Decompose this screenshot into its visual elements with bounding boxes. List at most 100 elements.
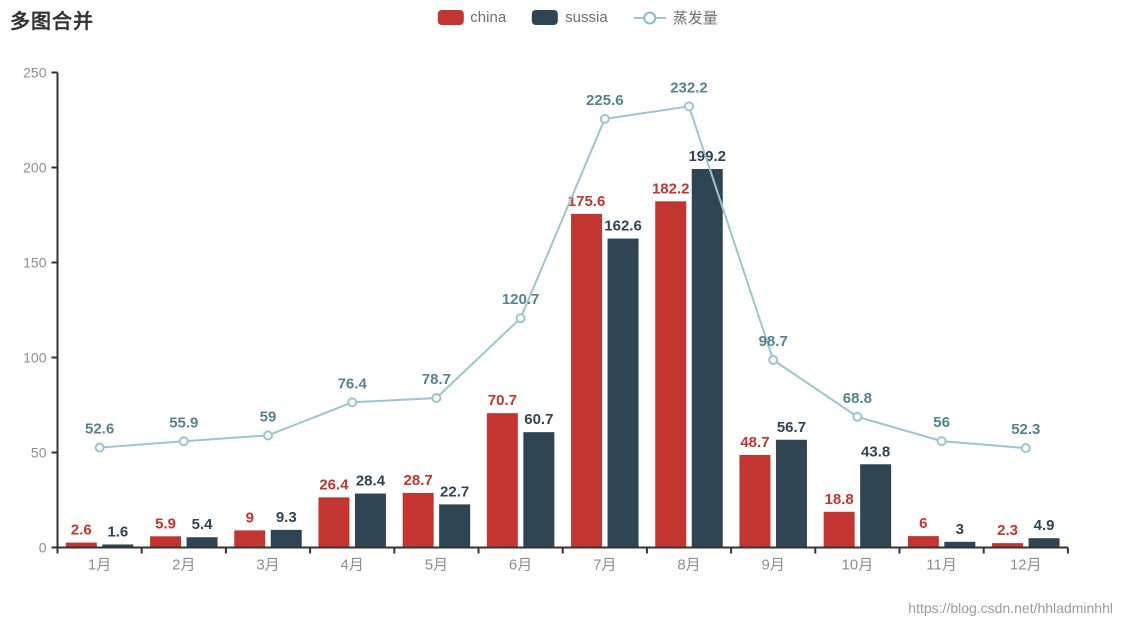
x-axis-label: 7月 [593,557,616,574]
value-label: 162.6 [604,218,642,235]
line-point-10月[interactable] [852,411,863,422]
x-axis-label: 3月 [256,557,279,574]
value-label: 28.7 [404,472,433,489]
sussia-bar-swatch-icon [532,10,559,25]
value-label: 3 [956,521,964,538]
value-label: 5.9 [155,515,176,532]
value-label: 48.7 [740,434,769,451]
bar-sussia-6月[interactable] [523,432,555,548]
line-point-9月[interactable] [768,354,779,365]
line-point-5月[interactable] [431,392,442,403]
value-label: 56.7 [777,419,806,436]
x-axis-label: 9月 [762,557,785,574]
bar-china-12月[interactable] [992,543,1024,548]
legend-item-china[interactable]: china [437,9,506,26]
bar-china-1月[interactable] [65,542,97,548]
bar-china-2月[interactable] [150,536,182,548]
bar-sussia-9月[interactable] [775,439,807,548]
value-label: 52.6 [85,421,114,438]
bar-china-6月[interactable] [486,413,518,548]
value-label: 175.6 [568,193,606,210]
bar-sussia-12月[interactable] [1028,538,1060,548]
value-label: 26.4 [319,476,349,493]
y-axis-label: 100 [23,350,47,366]
x-axis-label: 6月 [509,557,532,574]
x-axis-label: 10月 [842,557,874,574]
value-label: 28.4 [356,473,386,490]
x-axis-label: 11月 [926,557,957,574]
bar-china-11月[interactable] [907,536,939,548]
x-axis-label: 1月 [88,557,111,574]
watermark: https://blog.csdn.net/hhladminhhl [908,600,1113,616]
legend-label-sussia: sussia [565,9,608,26]
value-label: 6 [919,515,927,532]
value-label: 52.3 [1011,421,1040,438]
value-label: 59 [260,408,277,425]
value-label: 1.6 [107,523,128,540]
value-label: 76.4 [338,375,368,392]
value-label: 2.6 [71,522,92,539]
value-label: 225.6 [586,92,624,109]
legend: china sussia 蒸发量 [437,7,718,28]
bar-china-7月[interactable] [571,213,603,548]
bar-china-8月[interactable] [655,201,687,548]
legend-item-sussia[interactable]: sussia [532,9,608,26]
value-label: 4.9 [1034,517,1055,534]
chart-title: 多图合并 [10,11,94,33]
value-label: 18.8 [825,491,854,508]
line-point-4月[interactable] [347,397,358,408]
y-axis-label: 200 [23,160,47,176]
value-label: 55.9 [169,414,198,431]
bar-sussia-10月[interactable] [860,464,892,548]
bar-china-10月[interactable] [823,511,855,548]
x-axis-label: 8月 [677,557,700,574]
value-label: 182.2 [652,180,690,197]
legend-label-china: china [470,9,507,26]
line-point-6月[interactable] [515,313,526,324]
value-label: 98.7 [759,333,788,350]
bar-sussia-3月[interactable] [270,529,302,548]
bar-china-9月[interactable] [739,454,771,548]
legend-label-evaporation: 蒸发量 [672,10,718,27]
line-point-1月[interactable] [94,442,105,453]
value-label: 43.8 [861,443,890,460]
line-point-3月[interactable] [263,430,273,441]
y-axis-label: 50 [31,445,47,461]
line-point-7月[interactable] [599,113,610,124]
legend-item-evaporation[interactable]: 蒸发量 [633,7,718,28]
y-axis-label: 250 [23,65,47,81]
value-label: 120.7 [502,291,540,308]
value-label: 78.7 [422,371,451,388]
bar-china-4月[interactable] [318,497,350,548]
x-axis-label: 2月 [172,557,195,574]
bar-china-3月[interactable] [234,530,266,548]
value-label: 199.2 [688,148,726,165]
line-point-8月[interactable] [684,101,694,112]
bar-sussia-1月[interactable] [102,544,134,548]
bar-china-5月[interactable] [402,492,434,548]
y-axis-label: 150 [23,255,47,271]
value-label: 9.3 [276,509,297,526]
bar-sussia-8月[interactable] [691,169,723,548]
value-label: 9 [246,509,254,526]
value-label: 2.3 [997,522,1018,539]
value-label: 70.7 [488,392,517,409]
y-axis-label: 0 [39,540,47,556]
bar-sussia-2月[interactable] [186,537,218,548]
bar-sussia-4月[interactable] [354,493,386,548]
value-label: 232.2 [670,79,708,96]
bar-sussia-5月[interactable] [439,504,471,548]
bar-sussia-7月[interactable] [607,238,639,548]
china-bar-swatch-icon [437,10,464,25]
evaporation-line [99,105,1026,450]
line-point-2月[interactable] [178,436,189,447]
value-label: 68.8 [843,390,872,407]
bar-sussia-11月[interactable] [944,541,976,548]
value-label: 60.7 [524,411,553,428]
line-point-11月[interactable] [936,436,947,447]
x-axis-label: 4月 [341,557,364,574]
x-axis-label: 5月 [425,557,448,574]
line-point-12月[interactable] [1020,443,1031,454]
